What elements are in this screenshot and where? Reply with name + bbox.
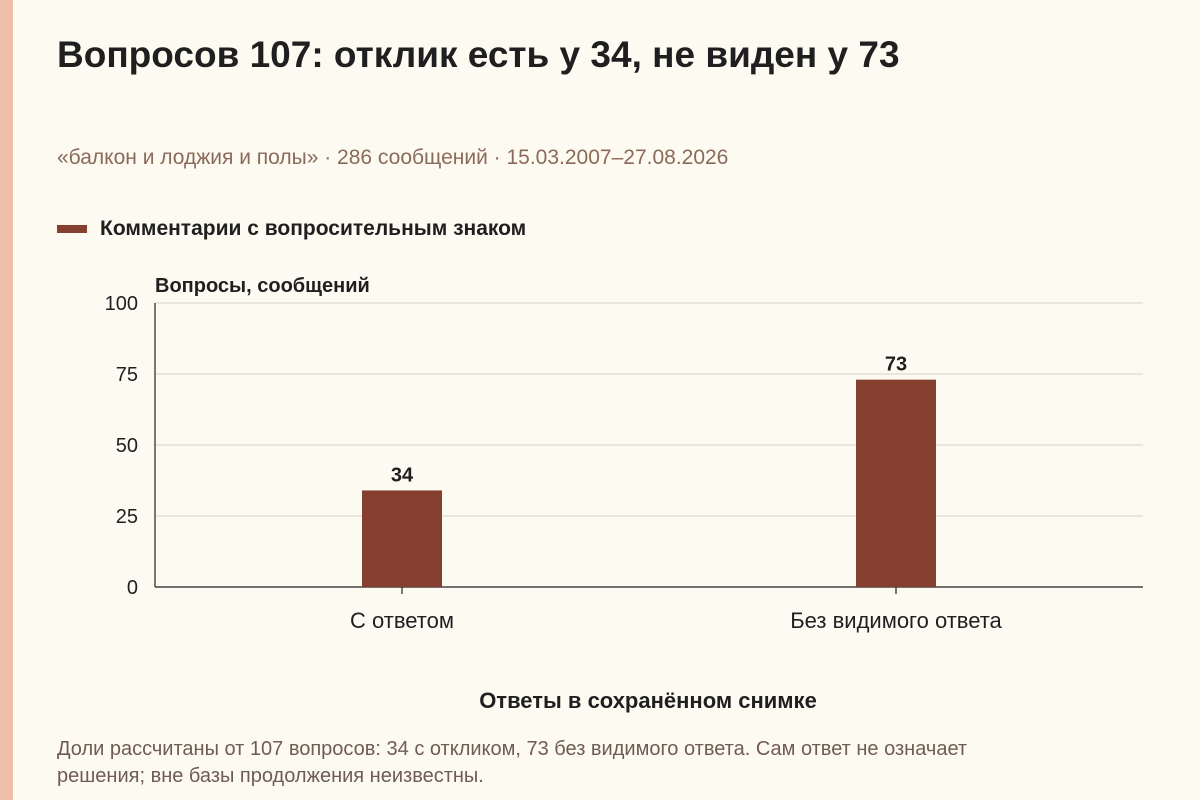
data-label: 34	[391, 464, 414, 486]
chart-subtitle: «балкон и лоджия и полы» · 286 сообщений…	[57, 146, 729, 169]
x-tick-label: С ответом	[350, 608, 454, 633]
legend-swatch	[57, 225, 87, 233]
y-tick-label: 100	[105, 293, 138, 315]
bar	[362, 490, 442, 587]
y-axis-label: Вопросы, сообщений	[155, 275, 370, 297]
chart-title: Вопросов 107: отклик есть у 34, не виден…	[57, 34, 900, 75]
footnote: Доли рассчитаны от 107 вопросов: 34 с от…	[57, 738, 968, 787]
legend-label: Комментарии с вопросительным знаком	[100, 217, 527, 240]
y-tick-label: 0	[127, 577, 138, 599]
y-tick-label: 50	[116, 435, 138, 457]
x-axis-label: Ответы в сохранённом снимке	[479, 688, 817, 713]
bar	[856, 379, 936, 587]
bar-chart: 0 25 50 75 100 Вопросы, сообщений 34 73 С отв…	[105, 275, 1143, 713]
side-accent-strip	[0, 0, 13, 800]
data-label: 73	[885, 354, 907, 376]
y-tick-label: 75	[116, 364, 138, 386]
x-tick-label: Без видимого ответа	[790, 608, 1002, 633]
legend: Комментарии с вопросительным знаком	[57, 217, 526, 241]
y-tick-label: 25	[116, 506, 138, 528]
